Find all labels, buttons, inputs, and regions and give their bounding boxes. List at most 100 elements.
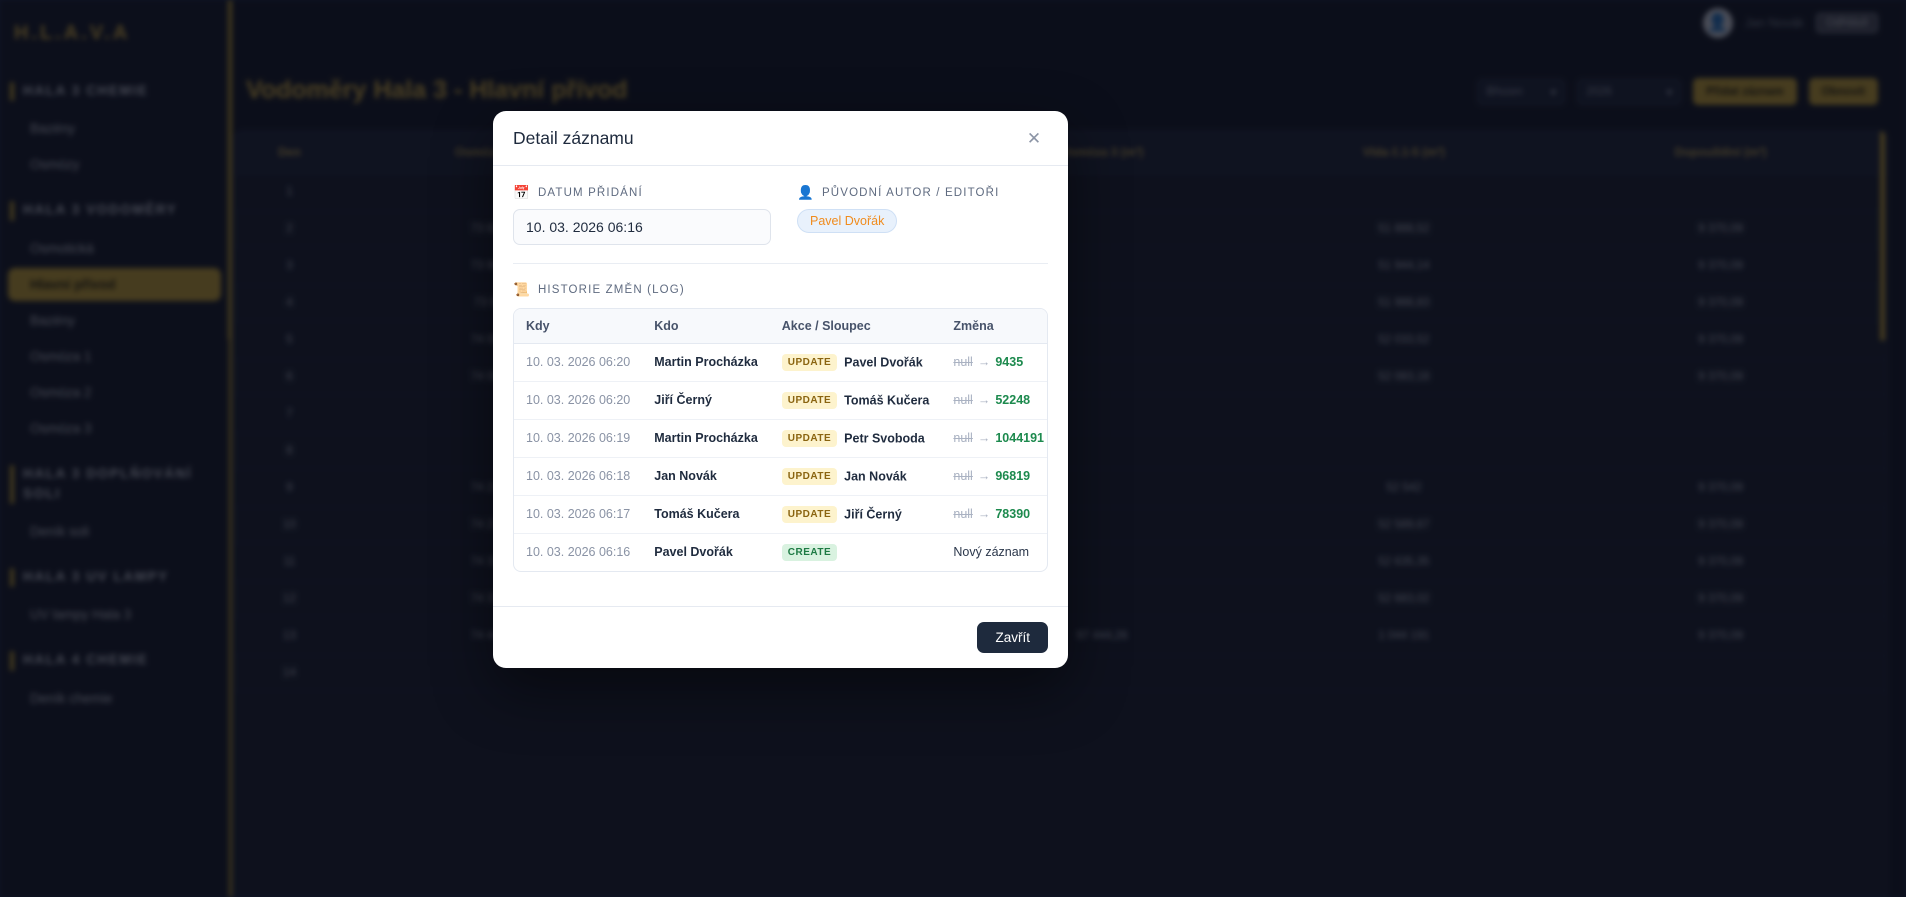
sidebar-item-osm-za-2[interactable]: Osmóza 2: [30, 384, 92, 400]
modal-footer: Zavřít: [493, 606, 1068, 668]
table-row[interactable]: 14: [234, 654, 1887, 692]
column-header[interactable]: Dopouštění (m³): [1554, 131, 1887, 174]
log-action-cell: UPDATE Petr Svoboda: [769, 419, 942, 458]
table-cell: 14: [234, 654, 345, 692]
sidebar-nav: HALA 3 CHEMIE Bazény Osmózy HALA 3 VODOMĚRY…: [0, 65, 229, 715]
column-header[interactable]: Den: [234, 131, 345, 174]
refresh-button[interactable]: Obnovit: [1808, 78, 1878, 105]
sidebar-item-uv-lampy-hala-3[interactable]: UV lampy Hala 3: [30, 607, 132, 623]
log-timestamp: 10. 03. 2026 06:19: [514, 419, 643, 458]
log-timestamp: 10. 03. 2026 06:17: [514, 495, 643, 534]
log-row: 10. 03. 2026 06:18 Jan Novák UPDATE Jan Nov…: [514, 457, 1047, 496]
table-cell: [344, 654, 648, 692]
table-cell: 9 370,09: [1554, 358, 1887, 396]
year-select[interactable]: 2026 ▾: [1577, 78, 1682, 105]
log-new-value: 1044191: [995, 431, 1045, 445]
log-author: Martin Procházka: [642, 419, 770, 458]
log-table-body: 10. 03. 2026 06:20 Martin Procházka UPDATE…: [514, 343, 1047, 571]
log-change-cell: null → 9435: [941, 343, 1047, 382]
log-row: 10. 03. 2026 06:16 Pavel Dvořák CREATE Nový…: [514, 533, 1047, 571]
table-cell: 7: [234, 395, 345, 433]
log-new-value: 96819: [995, 469, 1031, 483]
sidebar-scrollbar[interactable]: [228, 0, 232, 340]
status-badge: UPDATE: [781, 353, 838, 371]
table-row[interactable]: 473 977,551 988,839 370,09: [234, 284, 1887, 322]
modal-title: Detail záznamu: [513, 127, 634, 148]
column-header[interactable]: Vlda č.1-5 (m³): [1253, 131, 1555, 174]
sidebar-item-den-k-chemie[interactable]: Deník chemie: [30, 690, 113, 706]
log-new-value: 52248: [995, 393, 1031, 407]
table-cell: 52 083,18: [1253, 358, 1555, 396]
sidebar-group-label: HALA 3 VODOMĚRY: [23, 202, 178, 218]
table-cell: 52 033,52: [1253, 321, 1555, 359]
chevron-down-icon: ▾: [1666, 86, 1673, 99]
logout-button[interactable]: Odhlásit: [1815, 13, 1878, 33]
table-cell: 52 635,35: [1253, 543, 1555, 581]
table-cell: 51 944,14: [1253, 247, 1555, 285]
sidebar-item-den-k-soli[interactable]: Deník soli: [30, 524, 90, 539]
sidebar-group-label: HALA 4 CHEMIE: [23, 652, 149, 668]
month-select-value: Březen: [1486, 85, 1523, 98]
date-value-input[interactable]: 10. 03. 2026 06:16: [513, 208, 771, 245]
month-select[interactable]: Březen ▾: [1477, 78, 1566, 105]
table-cell: 52 542: [1253, 469, 1555, 507]
author-chip[interactable]: Pavel Dvořák: [797, 208, 898, 233]
group-accent-bar: [10, 568, 14, 588]
status-badge: CREATE: [781, 543, 838, 561]
log-row: 10. 03. 2026 06:19 Martin Procházka UPDATE…: [514, 419, 1047, 458]
log-timestamp: 10. 03. 2026 06:18: [514, 457, 643, 496]
table-cell: 9: [234, 469, 345, 507]
arrow-right-icon: →: [977, 469, 991, 483]
calendar-icon: 📅: [513, 185, 531, 200]
table-cell: 9 370,09: [1554, 617, 1887, 655]
table-cell: [1253, 173, 1555, 211]
group-accent-bar: [10, 464, 14, 504]
log-old-value: null: [953, 431, 973, 445]
table-cell: 51 888,52: [1253, 210, 1555, 248]
log-action-cell: CREATE: [770, 533, 942, 571]
table-cell: [1554, 173, 1887, 211]
table-cell: 9 370,09: [1554, 469, 1887, 507]
log-row: 10. 03. 2026 06:20 Jiří Černý UPDATE Tomáš …: [514, 381, 1047, 420]
sidebar-item-osm-za-1[interactable]: Osmóza 1: [30, 348, 92, 364]
log-section-label: HISTORIE ZMĚN (LOG): [537, 283, 685, 296]
table-cell: 9 370,09: [1554, 210, 1887, 248]
sidebar: H.L.A.V.A HALA 3 CHEMIE Bazény Osmózy HALA …: [0, 0, 232, 897]
arrow-right-icon: →: [977, 431, 991, 445]
log-column-name: Pavel Dvořák: [844, 355, 923, 369]
log-old-value: null: [953, 507, 973, 521]
arrow-right-icon: →: [977, 393, 991, 407]
sidebar-item-osmotick-[interactable]: Osmotická: [30, 240, 94, 256]
author-chip-list: Pavel Dvořák: [797, 208, 1048, 233]
sidebar-item-osm-zy[interactable]: Osmózy: [30, 157, 80, 173]
table-cell: 9 370,09: [1554, 284, 1887, 322]
table-cell: 2: [234, 210, 345, 248]
table-cell: 3: [234, 247, 345, 285]
sidebar-item-baz-ny[interactable]: Bazény: [30, 312, 76, 328]
add-record-button[interactable]: Přidat záznam: [1693, 78, 1797, 105]
table-cell: 1: [234, 173, 345, 211]
sidebar-group-hala-3-uv-lampy: HALA 3 UV LAMPY: [0, 551, 229, 595]
sidebar-item-baz-ny[interactable]: Bazény: [30, 121, 76, 137]
app-brand: H.L.A.V.A: [14, 22, 131, 44]
table-cell: 51 988,83: [1253, 284, 1555, 322]
sidebar-item-osm-za-3[interactable]: Osmóza 3: [30, 420, 92, 436]
sidebar-group-hala-4-chemie: HALA 4 CHEMIE: [0, 634, 229, 678]
close-button[interactable]: Zavřít: [977, 622, 1048, 653]
log-action-cell: UPDATE Jan Novák: [769, 457, 942, 496]
table-cell: 9 370,09: [1554, 247, 1887, 285]
sidebar-item-hlavn-p-vod[interactable]: Hlavní přívod: [8, 267, 221, 301]
topbar: 👤 Jan Novák Odhlásit: [232, 0, 1906, 46]
sidebar-group-hala-3-dopl-ov-n-soli: HALA 3 DOPLŇOVÁNÍ SOLI: [0, 448, 229, 513]
table-cell: 9 370,09: [1554, 580, 1887, 618]
table-cell: 13: [234, 617, 345, 655]
close-icon[interactable]: ✕: [1026, 128, 1042, 148]
table-cell: 4: [234, 284, 345, 322]
table-cell: [1554, 432, 1887, 470]
table-cell: 12: [234, 580, 345, 618]
log-old-value: null: [953, 393, 973, 407]
table-cell: 5: [234, 321, 345, 359]
log-table: Kdy Kdo Akce / Sloupec Změna 10. 03. 2026 0…: [514, 308, 1047, 571]
main-scrollbar[interactable]: [1880, 131, 1885, 341]
